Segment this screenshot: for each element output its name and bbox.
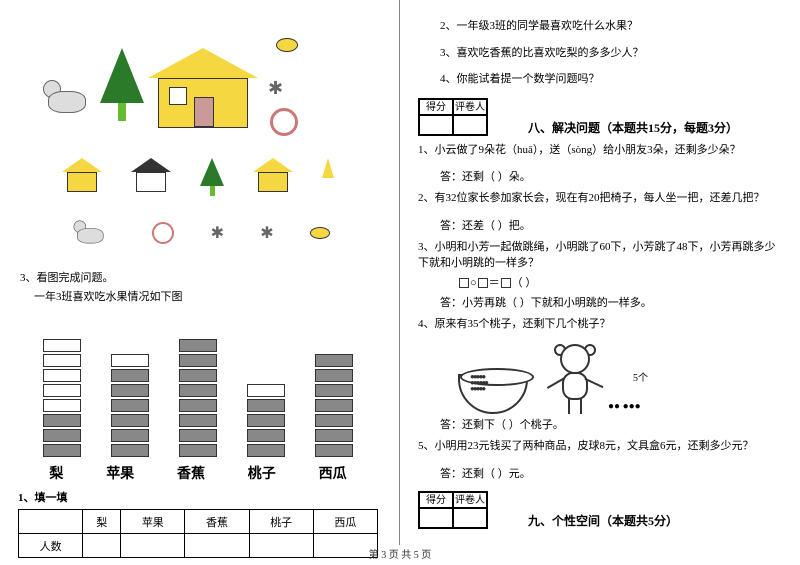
left-column: 3、看图完成问题。 一年3班喜欢吃水果情况如下图 梨苹果香蕉桃子西瓜 1、填一填… bbox=[0, 0, 400, 545]
chart-labels: 梨苹果香蕉桃子西瓜 bbox=[28, 463, 368, 483]
mini-house-icon bbox=[62, 158, 102, 196]
problem-1: 1、小云做了9朵花（huā），送（sòng）给小朋友3朵，还剩多少朵？ bbox=[418, 142, 786, 159]
mosquito-icon bbox=[268, 78, 286, 96]
mini-mosquito-icon bbox=[260, 223, 273, 243]
equation-boxes: ○＝（ ） bbox=[458, 274, 786, 290]
problem-3: 3、小明和小芳一起做跳绳，小明跳了60下，小芳跳了48下，小芳再跳多少下就和小明… bbox=[418, 239, 786, 272]
mini-bee-icon bbox=[310, 227, 330, 239]
section-9-title: 九、个性空间（本题共5分） bbox=[528, 512, 678, 529]
snail-icon bbox=[270, 108, 298, 136]
grader-cell bbox=[453, 115, 487, 135]
score-label: 得分 bbox=[419, 99, 453, 115]
mini-mosquito-icon bbox=[211, 223, 224, 243]
fruit-chart bbox=[28, 307, 368, 457]
problem-5: 5、小明用23元钱买了两种商品，皮球8元，文具盒6元，还剩多少元？ bbox=[418, 438, 786, 455]
problem-4-answer: 答：还剩下（ ）个桃子。 bbox=[440, 416, 786, 432]
page-footer: 第 3 页 共 5 页 bbox=[0, 546, 800, 561]
bee-icon bbox=[276, 38, 298, 52]
grader-label: 评卷人 bbox=[453, 99, 487, 115]
mini-house-icon bbox=[253, 158, 293, 196]
score-label: 得分 bbox=[419, 492, 453, 508]
problem-2: 2、有32位家长参加家长会，现在有20把椅子，每人坐一把，还差几把？ bbox=[418, 190, 786, 207]
score-cell bbox=[419, 115, 453, 135]
problem-5-answer: 答：还剩（ ）元。 bbox=[440, 465, 786, 481]
mini-tree-icon bbox=[200, 158, 224, 196]
q3-subtitle: 一年3班喜欢吃水果情况如下图 bbox=[34, 289, 389, 306]
ground-peaches-icon: ●● ●●● bbox=[608, 401, 641, 412]
five-label: 5个 bbox=[633, 369, 648, 384]
grader-label: 评卷人 bbox=[453, 492, 487, 508]
mini-house-white-icon bbox=[131, 158, 171, 196]
illustration-row-3 bbox=[48, 213, 348, 253]
section-8-title: 八、解决问题（本题共15分，每题3分） bbox=[528, 119, 738, 136]
problem-2-answer: 答：还差（ ）把。 bbox=[440, 217, 786, 233]
monkey-illustration: ●●●●●●●●●●●●●●●● ●● ●●● 5个 bbox=[458, 334, 658, 414]
tree-icon bbox=[100, 48, 144, 121]
problem-1-answer: 答：还剩（ ）朵。 bbox=[440, 168, 786, 184]
mini-snail-icon bbox=[152, 222, 174, 244]
grader-cell bbox=[453, 508, 487, 528]
section-8-header: 得分评卷人 八、解决问题（本题共15分，每题3分） bbox=[418, 98, 786, 136]
monkey-icon bbox=[548, 344, 603, 414]
right-column: 2、一年级3班的同学最喜欢吃什么水果？ 3、喜欢吃香蕉的比喜欢吃梨的多多少人？ … bbox=[400, 0, 800, 545]
basket-icon: ●●●●●●●●●●●●●●●● bbox=[458, 374, 528, 414]
cone-icon bbox=[322, 158, 334, 178]
house-icon bbox=[148, 48, 258, 128]
score-cell bbox=[419, 508, 453, 528]
problem-4: 4、原来有35个桃子，还剩下几个桃子？ bbox=[418, 316, 786, 333]
fill-label: 1、填一填 bbox=[18, 489, 389, 505]
score-table: 得分评卷人 bbox=[418, 98, 488, 136]
mini-cow-icon bbox=[74, 219, 109, 247]
illustration-row-2 bbox=[48, 158, 348, 196]
section-9-header: 得分评卷人 九、个性空间（本题共5分） bbox=[418, 491, 786, 529]
q3-label: 3、看图完成问题。 bbox=[20, 270, 389, 287]
cow-icon bbox=[43, 78, 93, 118]
problem-3-answer: 答：小芳再跳（ ）下就和小明跳的一样多。 bbox=[440, 294, 786, 310]
question-2: 2、一年级3班的同学最喜欢吃什么水果？ bbox=[440, 18, 786, 35]
scene-illustration bbox=[28, 8, 358, 268]
question-3: 3、喜欢吃香蕉的比喜欢吃梨的多多少人？ bbox=[440, 45, 786, 62]
score-table: 得分评卷人 bbox=[418, 491, 488, 529]
question-4: 4、你能试着提一个数学问题吗？ bbox=[440, 71, 786, 88]
